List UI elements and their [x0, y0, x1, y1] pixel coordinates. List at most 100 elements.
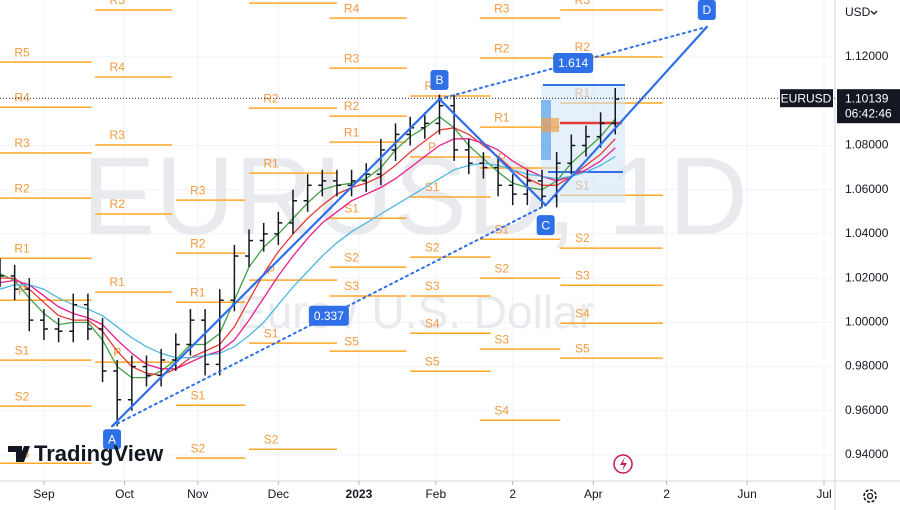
currency-caret[interactable] — [870, 10, 878, 15]
y-tick-label: 0.94000 — [845, 447, 889, 461]
alert-bolt[interactable] — [620, 457, 627, 471]
logo: TradingView — [8, 441, 164, 466]
point-box — [430, 70, 449, 91]
pivot-label: S1 — [15, 343, 30, 357]
pivot-label: P — [267, 263, 275, 277]
currency[interactable]: USD — [845, 5, 871, 19]
pivot-label: S3 — [425, 279, 440, 293]
price-box — [837, 89, 900, 124]
pivot-label: S2 — [190, 441, 205, 455]
pivot-label: R5 — [14, 45, 30, 59]
ratio-box — [308, 305, 349, 326]
pivot-label: R3 — [110, 128, 126, 142]
pivot-label: S4 — [494, 403, 509, 417]
pivot-label: S2 — [264, 432, 279, 446]
profile-bars — [541, 118, 559, 132]
x-tick-label: 2 — [509, 487, 516, 501]
time-axis — [0, 481, 835, 510]
pivot-label: R2 — [344, 99, 360, 113]
pattern-leg — [544, 25, 708, 207]
ratio-box — [553, 53, 594, 74]
y-tick-label: 0.96000 — [845, 403, 889, 417]
x-tick-label: Oct — [115, 487, 134, 501]
x-tick-label: 2023 — [346, 487, 373, 501]
x-tick-label: Feb — [425, 487, 446, 501]
gear-hub[interactable] — [866, 492, 874, 500]
pivot-label: R2 — [110, 197, 126, 211]
alert-circle[interactable] — [613, 454, 633, 474]
y-tick-label: 1.08000 — [845, 138, 889, 152]
pivot-label: R3 — [14, 136, 30, 150]
pivot-label: S1 — [494, 222, 509, 236]
pivot-label: S3 — [344, 279, 359, 293]
watermark-subtitle: Euro / U.S. Dollar — [236, 286, 594, 338]
pivot-label: S2 — [15, 389, 30, 403]
pivot-label: S1 — [190, 388, 205, 402]
pivot-label: R3 — [494, 1, 510, 15]
pivot-label: S2 — [344, 250, 359, 264]
pivot-label: R1 — [190, 285, 206, 299]
x-tick-label: Sep — [33, 487, 55, 501]
pivot-label: S4 — [575, 306, 590, 320]
pivot-label: S1 — [264, 326, 279, 340]
symbol-label: EURUSD — [781, 91, 832, 105]
pivot-label: S5 — [575, 341, 590, 355]
price-label: 1.10139 — [845, 91, 889, 105]
x-tick-label: Nov — [187, 487, 208, 501]
pivot-label: S2 — [425, 240, 440, 254]
settings-icon[interactable] — [863, 489, 877, 503]
pivot-label: R2 — [14, 181, 30, 195]
pivot-label: P — [18, 283, 26, 297]
alert-icon[interactable] — [613, 454, 633, 474]
point-box — [697, 0, 716, 20]
pivot-label: S5 — [425, 354, 440, 368]
pattern-leg — [110, 97, 441, 428]
moving-average — [0, 155, 616, 359]
pivot-label: R2 — [575, 40, 591, 54]
x-tick-label: Jun — [737, 487, 756, 501]
pattern-leg — [438, 97, 547, 207]
y-tick-label: 1.02000 — [845, 270, 889, 284]
pivot-label: R1 — [263, 156, 279, 170]
symbol-box — [780, 89, 833, 108]
logo-text: TradingView — [34, 441, 164, 466]
pivot-label: R2 — [263, 91, 279, 105]
pivot-label: S2 — [494, 261, 509, 275]
point-box — [536, 215, 555, 236]
pivot-label: P — [113, 345, 121, 359]
x-tick-label: Jul — [816, 487, 831, 501]
grid — [0, 0, 835, 480]
pivot-label: S4 — [425, 316, 440, 330]
pivot-label: P — [428, 140, 436, 154]
pivot-label: R4 — [14, 90, 30, 104]
pivot-label: R5 — [110, 0, 126, 7]
pivot-label: R1 — [494, 110, 510, 124]
pivot-label: R3 — [190, 183, 206, 197]
y-tick-label: 1.12000 — [845, 49, 889, 63]
countdown: 06:42:46 — [845, 106, 892, 120]
y-tick-label: 1.04000 — [845, 226, 889, 240]
x-tick-label: Dec — [268, 487, 289, 501]
pivot-label: R2 — [190, 236, 206, 250]
point-label: D — [702, 3, 711, 17]
point-box — [103, 429, 122, 450]
gear[interactable] — [863, 489, 877, 503]
y-tick-label: 1.06000 — [845, 182, 889, 196]
pivot-label: R1 — [110, 275, 126, 289]
point-label: B — [435, 73, 443, 87]
pivot-label: R1 — [14, 241, 30, 255]
point-label: A — [108, 432, 116, 446]
pivot-label: S1 — [425, 180, 440, 194]
pivot-label: P — [498, 151, 506, 165]
y-tick-label: 0.98000 — [845, 359, 889, 373]
pivot-label: S3 — [494, 332, 509, 346]
pivot-label: R3 — [575, 0, 591, 7]
x-tick-label: Apr — [584, 487, 603, 501]
y-tick-label: 1.00000 — [845, 315, 889, 329]
axes: 1.12000 1.08000 1.06000 1.04000 1.02000 1.000… — [0, 49, 900, 501]
pivot-label: S1 — [344, 201, 359, 215]
abcd-pattern: 0.337 1.614 A B C D — [103, 0, 716, 450]
pivot-label: R2 — [494, 41, 510, 55]
pivot-label: R1 — [344, 125, 360, 139]
